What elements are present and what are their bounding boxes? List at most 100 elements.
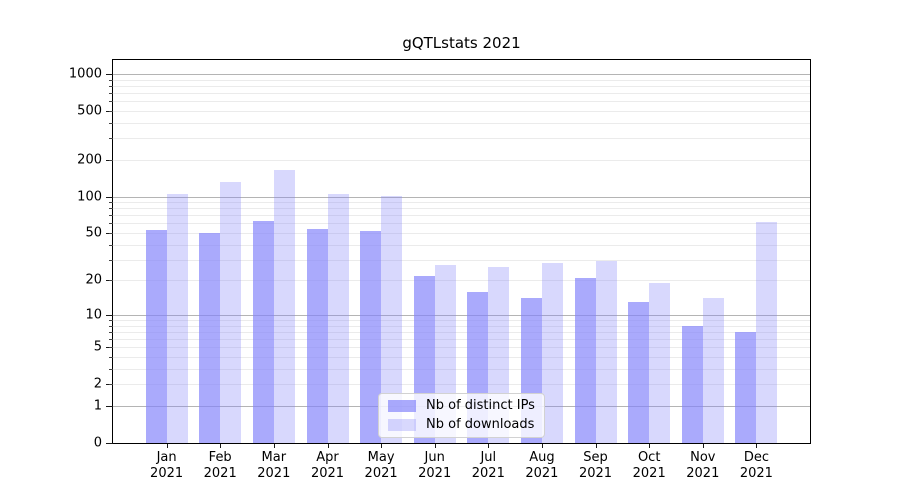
x-label-year: 2021 — [686, 466, 720, 481]
x-tick-jan — [166, 444, 168, 448]
x-label-month: Feb — [208, 450, 232, 465]
x-tick-aug — [541, 444, 543, 448]
x-label-month: Jan — [156, 450, 177, 465]
y-minor-tick-200 — [109, 159, 113, 161]
x-label-oct: Oct 2021 — [621, 450, 677, 482]
x-label-month: Mar — [261, 450, 287, 465]
x-label-jan: Jan 2021 — [139, 450, 195, 482]
legend-swatch-downloads — [388, 419, 416, 431]
chart-title: gQTLstats 2021 — [402, 34, 521, 52]
bar-distinct-ips-feb — [199, 233, 221, 443]
x-label-year: 2021 — [471, 466, 505, 481]
bar-distinct-ips-apr — [306, 229, 328, 443]
bar-distinct-ips-sep — [574, 277, 596, 443]
x-label-nov: Nov 2021 — [675, 450, 731, 482]
bar-downloads-sep — [595, 261, 617, 443]
y-tick-label-2: 2 — [93, 376, 102, 392]
y-minor-tick-4 — [109, 357, 113, 358]
gridline-minor-7 — [113, 331, 810, 333]
gridline-minor-700 — [113, 93, 810, 94]
y-minor-tick-700 — [109, 93, 113, 94]
x-tick-feb — [220, 444, 222, 448]
gridline-minor-900 — [113, 79, 810, 81]
x-label-year: 2021 — [150, 466, 184, 481]
x-label-month: Apr — [316, 450, 339, 465]
gridline-minor-80 — [113, 208, 810, 210]
legend-label-downloads: Nb of downloads — [426, 417, 535, 432]
x-label-month: Oct — [637, 450, 661, 465]
y-tick-label-200: 200 — [77, 152, 102, 168]
y-tick-label-500: 500 — [77, 103, 102, 119]
y-tick-1 — [106, 406, 113, 407]
gridline-minor-30 — [113, 259, 810, 261]
bar-distinct-ips-oct — [628, 302, 650, 443]
y-minor-tick-5 — [109, 347, 113, 349]
y-minor-tick-8 — [109, 325, 113, 327]
bar-distinct-ips-mar — [252, 220, 274, 443]
x-label-year: 2021 — [525, 466, 559, 481]
x-label-feb: Feb 2021 — [192, 450, 248, 482]
x-label-year: 2021 — [257, 466, 291, 481]
y-tick-label-50: 50 — [85, 225, 102, 241]
x-label-month: Sep — [583, 450, 608, 465]
gridline-minor-9 — [113, 320, 810, 321]
bar-downloads-nov — [702, 298, 724, 443]
legend-item-downloads: Nb of downloads — [388, 417, 535, 433]
x-tick-may — [381, 444, 383, 448]
gridline-minor-4 — [113, 357, 810, 358]
y-minor-tick-300 — [109, 138, 113, 140]
gridline-minor-50 — [113, 233, 810, 234]
x-label-jun: Jun 2021 — [407, 450, 463, 482]
y-tick-label-1: 1 — [93, 398, 102, 414]
y-tick-label-20: 20 — [85, 272, 102, 288]
y-minor-tick-70 — [109, 215, 113, 217]
x-label-year: 2021 — [418, 466, 452, 481]
y-tick-10 — [106, 314, 113, 316]
plot-area — [112, 59, 811, 444]
gridline-minor-600 — [113, 101, 810, 103]
y-minor-tick-90 — [109, 202, 113, 204]
bar-downloads-oct — [649, 283, 671, 443]
gridline-minor-40 — [113, 244, 810, 246]
x-label-sep: Sep 2021 — [568, 450, 624, 482]
bar-distinct-ips-dec — [735, 331, 757, 443]
y-minor-tick-30 — [109, 259, 113, 261]
x-label-month: Jun — [424, 450, 445, 465]
gridline-minor-500 — [113, 111, 810, 112]
x-tick-apr — [327, 444, 329, 448]
bar-downloads-feb — [220, 181, 242, 443]
gridline-minor-90 — [113, 202, 810, 204]
x-tick-jul — [488, 444, 490, 448]
x-label-year: 2021 — [203, 466, 237, 481]
gridline-minor-70 — [113, 215, 810, 217]
gridline-minor-300 — [113, 138, 810, 140]
x-tick-mar — [273, 444, 275, 448]
y-tick-label-0: 0 — [93, 435, 102, 451]
x-label-year: 2021 — [578, 466, 613, 481]
y-tick-label-100: 100 — [77, 189, 102, 204]
x-label-month: Jul — [480, 450, 497, 465]
x-label-year: 2021 — [364, 466, 398, 481]
gridline-minor-400 — [113, 122, 810, 124]
x-label-year: 2021 — [310, 466, 345, 481]
y-minor-tick-20 — [109, 280, 113, 282]
y-tick-label-10: 10 — [85, 307, 102, 323]
x-label-year: 2021 — [739, 466, 773, 481]
legend-swatch-distinct-ips — [388, 400, 416, 412]
y-minor-tick-3 — [109, 369, 113, 370]
bar-downloads-aug — [541, 263, 563, 443]
bar-downloads-apr — [327, 193, 349, 443]
x-label-dec: Dec 2021 — [728, 450, 784, 482]
x-label-apr: Apr 2021 — [300, 450, 356, 482]
y-minor-tick-50 — [109, 233, 113, 234]
gridline-minor-8 — [113, 325, 810, 327]
bar-distinct-ips-may — [360, 230, 382, 443]
x-label-jul: Jul 2021 — [460, 450, 516, 482]
y-minor-tick-60 — [109, 223, 113, 225]
y-minor-tick-40 — [109, 244, 113, 246]
gridline-minor-800 — [113, 85, 810, 87]
y-tick-label-1000: 1000 — [68, 66, 102, 82]
y-minor-tick-9 — [109, 320, 113, 321]
gridline-minor-6 — [113, 339, 810, 341]
